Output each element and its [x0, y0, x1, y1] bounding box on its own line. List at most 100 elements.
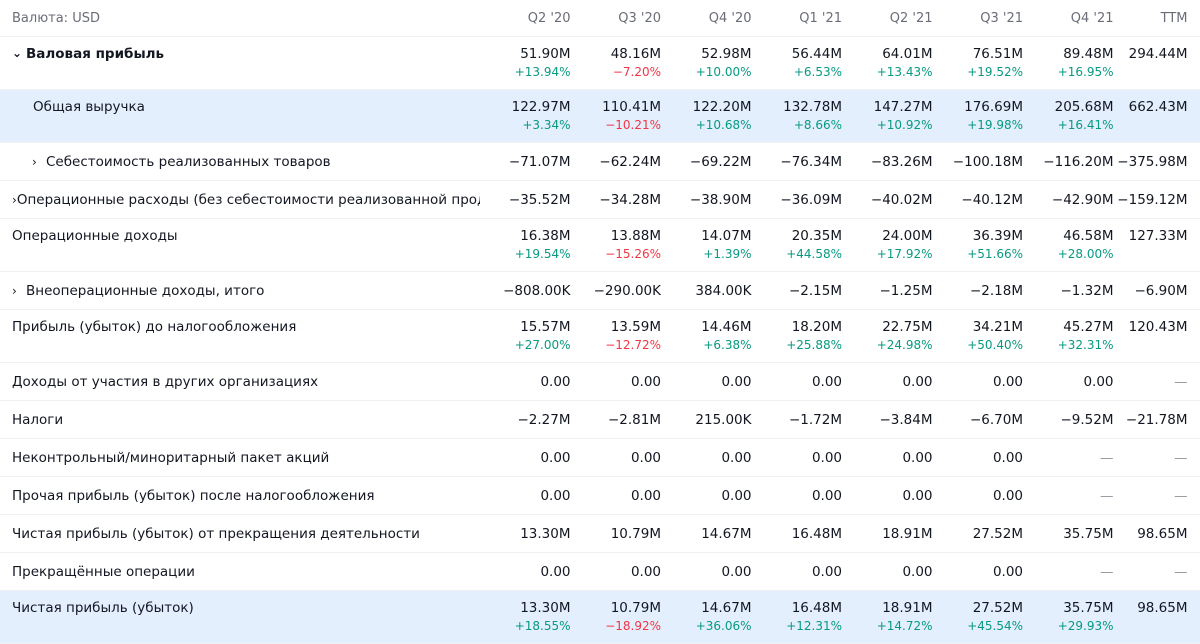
value-cell: −2.15M [752, 283, 842, 299]
row-label: › Внеоперационные доходы, итого [0, 283, 480, 299]
cell-value: 0.00 [721, 487, 752, 504]
value-cell: 13.30M +18.55% [480, 600, 571, 643]
cell-value: 0.00 [540, 373, 571, 390]
value-cell: −6.90M [1114, 283, 1200, 299]
period-header[interactable]: Q3 '21 [980, 10, 1023, 26]
value-cell: −62.24M [571, 154, 661, 170]
value-cell: 48.16M −7.20% [571, 46, 661, 89]
period-header[interactable]: Q4 '20 [708, 10, 752, 26]
value-cell: −71.07M [480, 154, 571, 170]
value-cell: 35.75M [1023, 525, 1114, 542]
cell-value: 14.67M [701, 600, 752, 616]
change-percent: +36.06% [695, 619, 752, 633]
value-cell: 0.00 [933, 450, 1023, 466]
cell-value: 0.00 [992, 373, 1023, 390]
cell-value: 18.20M [791, 319, 842, 335]
cell-value: −116.20M [1043, 153, 1114, 170]
value-cell: −40.12M [933, 191, 1023, 208]
cell-value: −40.12M [961, 191, 1023, 208]
chevron-down-icon[interactable]: ⌄ [12, 46, 23, 60]
value-cell: 0.00 [480, 564, 570, 580]
cell-value: 35.75M [1063, 525, 1114, 542]
cell-value: 14.07M [701, 228, 752, 244]
cell-value: 48.16M [610, 46, 661, 62]
period-header[interactable]: Q1 '21 [799, 10, 842, 26]
row-label: Налоги [0, 412, 480, 428]
value-cell: 10.79M [571, 526, 661, 542]
table-row[interactable]: Неконтрольный/миноритарный пакет акций 0.… [0, 439, 1200, 477]
table-row[interactable]: › Себестоимость реализованных товаров −71.… [0, 143, 1200, 181]
value-cell: 51.90M +13.94% [480, 46, 571, 89]
table-row[interactable]: Прочая прибыль (убыток) после налогообло… [0, 477, 1200, 515]
table-row[interactable]: Операционные доходы 16.38M +19.54% 13.88M −1… [0, 219, 1200, 272]
table-header: Валюта: USD Q2 '20 Q3 '20 Q4 '20 Q1 '21 … [0, 0, 1200, 37]
chevron-right-icon[interactable]: › [12, 283, 17, 298]
table-row[interactable]: Чистая прибыль (убыток) от прекращения д… [0, 515, 1200, 553]
period-header[interactable]: Q2 '21 [889, 10, 933, 26]
cell-value: 0.00 [902, 487, 933, 504]
value-cell: 215.00K [661, 412, 751, 428]
change-percent: +16.41% [1057, 118, 1114, 132]
cell-value: 0.00 [811, 373, 842, 390]
chevron-right-icon[interactable]: › [12, 192, 17, 207]
table-row[interactable]: Прекращённые операции 0.00 0.00 0.00 0.00 0.0… [0, 553, 1200, 591]
row-label: Неконтрольный/миноритарный пакет акций [0, 450, 480, 466]
change-percent: +16.95% [1057, 65, 1114, 79]
cell-value: 15.57M [520, 319, 571, 335]
table-row[interactable]: Прибыль (убыток) до налогообложения 15.57… [0, 310, 1200, 363]
value-cell: 0.00 [842, 487, 933, 504]
table-row[interactable]: Доходы от участия в других организациях 0… [0, 363, 1200, 401]
value-cell: 0.00 [842, 450, 932, 466]
value-cell: −38.90M [661, 192, 752, 208]
change-percent: +10.92% [876, 118, 933, 132]
row-label-text: Общая выручка [33, 99, 145, 115]
cell-value: 18.91M [882, 525, 933, 542]
change-percent: +17.92% [876, 247, 933, 261]
cell-value: 0.00 [1083, 373, 1114, 390]
value-cell: 120.43M [1114, 319, 1200, 362]
value-cell: −1.72M [752, 412, 842, 428]
cell-value: −69.22M [689, 153, 752, 170]
cell-value: 89.48M [1063, 46, 1114, 62]
cell-value: — [1174, 373, 1188, 390]
table-row[interactable]: Налоги −2.27M −2.81M 215.00K −1.72M −3.84M −6.… [0, 401, 1200, 439]
change-percent: +44.58% [786, 247, 842, 261]
value-cell: 13.30M [480, 526, 570, 542]
row-label: Чистая прибыль (убыток) от прекращения д… [0, 526, 480, 542]
period-header[interactable]: Q4 '21 [1070, 10, 1114, 26]
value-cell: −290.00K [571, 283, 661, 299]
value-cell: −3.84M [842, 412, 932, 428]
value-cell: 14.67M +36.06% [661, 600, 752, 643]
period-header[interactable]: Q3 '20 [618, 10, 661, 26]
value-cell: 0.00 [752, 373, 842, 390]
row-label-text: Доходы от участия в других организациях [12, 373, 319, 390]
table-row[interactable]: › Внеоперационные доходы, итого −808.00K −2… [0, 272, 1200, 310]
table-row[interactable]: Чистая прибыль (убыток) 13.30M +18.55% 10.7… [0, 591, 1200, 644]
value-cell: 46.58M +28.00% [1023, 228, 1114, 271]
table-row[interactable]: ⌄ Валовая прибыль 51.90M +13.94% 48.16M −7.20… [0, 37, 1200, 90]
period-header[interactable]: TTM [1160, 10, 1188, 26]
value-cell: 10.79M −18.92% [571, 600, 661, 643]
value-cell: 0.00 [571, 374, 661, 390]
value-cell: 27.52M [933, 526, 1023, 542]
cell-value: 122.20M [692, 99, 752, 115]
value-cell: −40.02M [842, 192, 933, 208]
change-percent: +10.68% [695, 118, 752, 132]
chevron-right-icon[interactable]: › [32, 154, 37, 169]
cell-value: −76.34M [780, 153, 842, 170]
change-percent: −18.92% [605, 619, 661, 633]
change-percent: −7.20% [612, 65, 661, 79]
value-cell: 0.00 [571, 450, 661, 466]
cell-value: 16.38M [520, 228, 571, 244]
cell-value: 22.75M [882, 319, 933, 335]
change-percent: +50.40% [967, 338, 1023, 352]
value-cell: 27.52M +45.54% [933, 600, 1023, 643]
value-cell: — [1114, 450, 1200, 466]
table-row[interactable]: › Операционные расходы (без себестоимости… [0, 181, 1200, 219]
cell-value: 20.35M [791, 228, 842, 244]
cell-value: 35.75M [1063, 600, 1114, 616]
period-header[interactable]: Q2 '20 [527, 10, 571, 26]
table-row[interactable]: Общая выручка 122.97M +3.34% 110.41M −10.21%… [0, 90, 1200, 143]
value-cell: 0.00 [661, 374, 751, 390]
row-label-text: Внеоперационные доходы, итого [26, 282, 265, 299]
